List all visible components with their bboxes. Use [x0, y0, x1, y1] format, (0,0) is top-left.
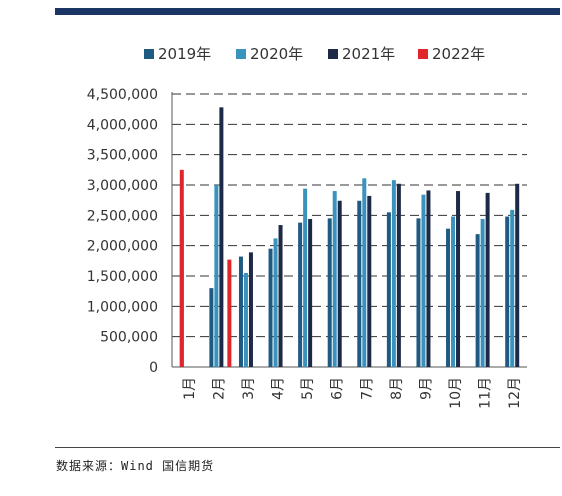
x-tick-label: 7月	[359, 377, 375, 400]
bar	[421, 194, 426, 367]
bar	[179, 169, 184, 367]
y-tick-label: 500,000	[100, 330, 158, 346]
legend-swatch	[144, 49, 154, 59]
bar	[386, 212, 391, 367]
bar	[248, 252, 253, 367]
y-tick-label: 3,500,000	[87, 148, 158, 164]
x-tick-label: 10月	[448, 377, 464, 409]
y-tick-label: 4,500,000	[87, 87, 158, 103]
bar	[332, 191, 337, 367]
bar	[451, 216, 456, 367]
bar	[243, 272, 248, 367]
x-tick-label: 2月	[211, 377, 227, 400]
x-tick-label: 12月	[507, 377, 523, 409]
bar	[485, 192, 490, 367]
bar	[446, 228, 451, 367]
x-tick-label: 11月	[478, 377, 494, 409]
bar	[391, 180, 396, 367]
bar	[337, 200, 342, 367]
x-tick-label: 8月	[389, 377, 405, 400]
bar	[515, 183, 520, 367]
y-tick-label: 0	[149, 360, 158, 376]
legend-label: 2019年	[158, 45, 211, 63]
legend-label: 2021年	[342, 45, 395, 63]
y-tick-label: 1,500,000	[87, 269, 158, 285]
bar	[227, 259, 232, 367]
bar	[480, 218, 485, 367]
bar	[327, 218, 332, 367]
bar	[308, 218, 313, 367]
bar	[362, 178, 367, 367]
y-tick-label: 3,000,000	[87, 178, 158, 194]
legend-label: 2020年	[250, 45, 303, 63]
y-tick-label: 1,000,000	[87, 299, 158, 315]
y-tick-label: 2,500,000	[87, 208, 158, 224]
x-tick-label: 6月	[330, 377, 346, 400]
bar	[303, 188, 308, 367]
bar	[268, 248, 273, 367]
bar	[278, 225, 283, 367]
bar-chart: 4,500,000 4,000,000 3,500,000 3,000,000 2,50…	[87, 45, 527, 409]
source-note: 数据来源：Wind 国信期货	[56, 459, 215, 473]
x-tick-label: 1月	[182, 377, 198, 400]
bar	[510, 209, 515, 367]
bar	[426, 190, 431, 367]
legend-swatch	[418, 49, 428, 59]
bar	[396, 183, 401, 367]
legend-swatch	[328, 49, 338, 59]
header-bar	[55, 8, 560, 15]
footer-rule	[55, 447, 560, 448]
y-tick-label: 2,000,000	[87, 239, 158, 255]
bar	[357, 200, 362, 367]
bar	[456, 191, 461, 367]
bar	[475, 234, 480, 367]
bar	[209, 288, 214, 367]
x-tick-label: 3月	[241, 377, 257, 400]
bar	[238, 256, 243, 367]
x-tick-label: 4月	[271, 377, 287, 400]
x-tick-label: 9月	[418, 377, 434, 400]
bar	[298, 222, 303, 367]
bar	[416, 218, 421, 367]
bar	[367, 195, 372, 367]
y-tick-label: 4,000,000	[87, 117, 158, 133]
bar	[219, 107, 224, 367]
bar	[214, 185, 219, 367]
legend-label: 2022年	[432, 45, 485, 63]
bar	[273, 238, 278, 367]
legend-swatch	[236, 49, 246, 59]
x-tick-label: 5月	[300, 377, 316, 400]
bar	[505, 216, 510, 367]
